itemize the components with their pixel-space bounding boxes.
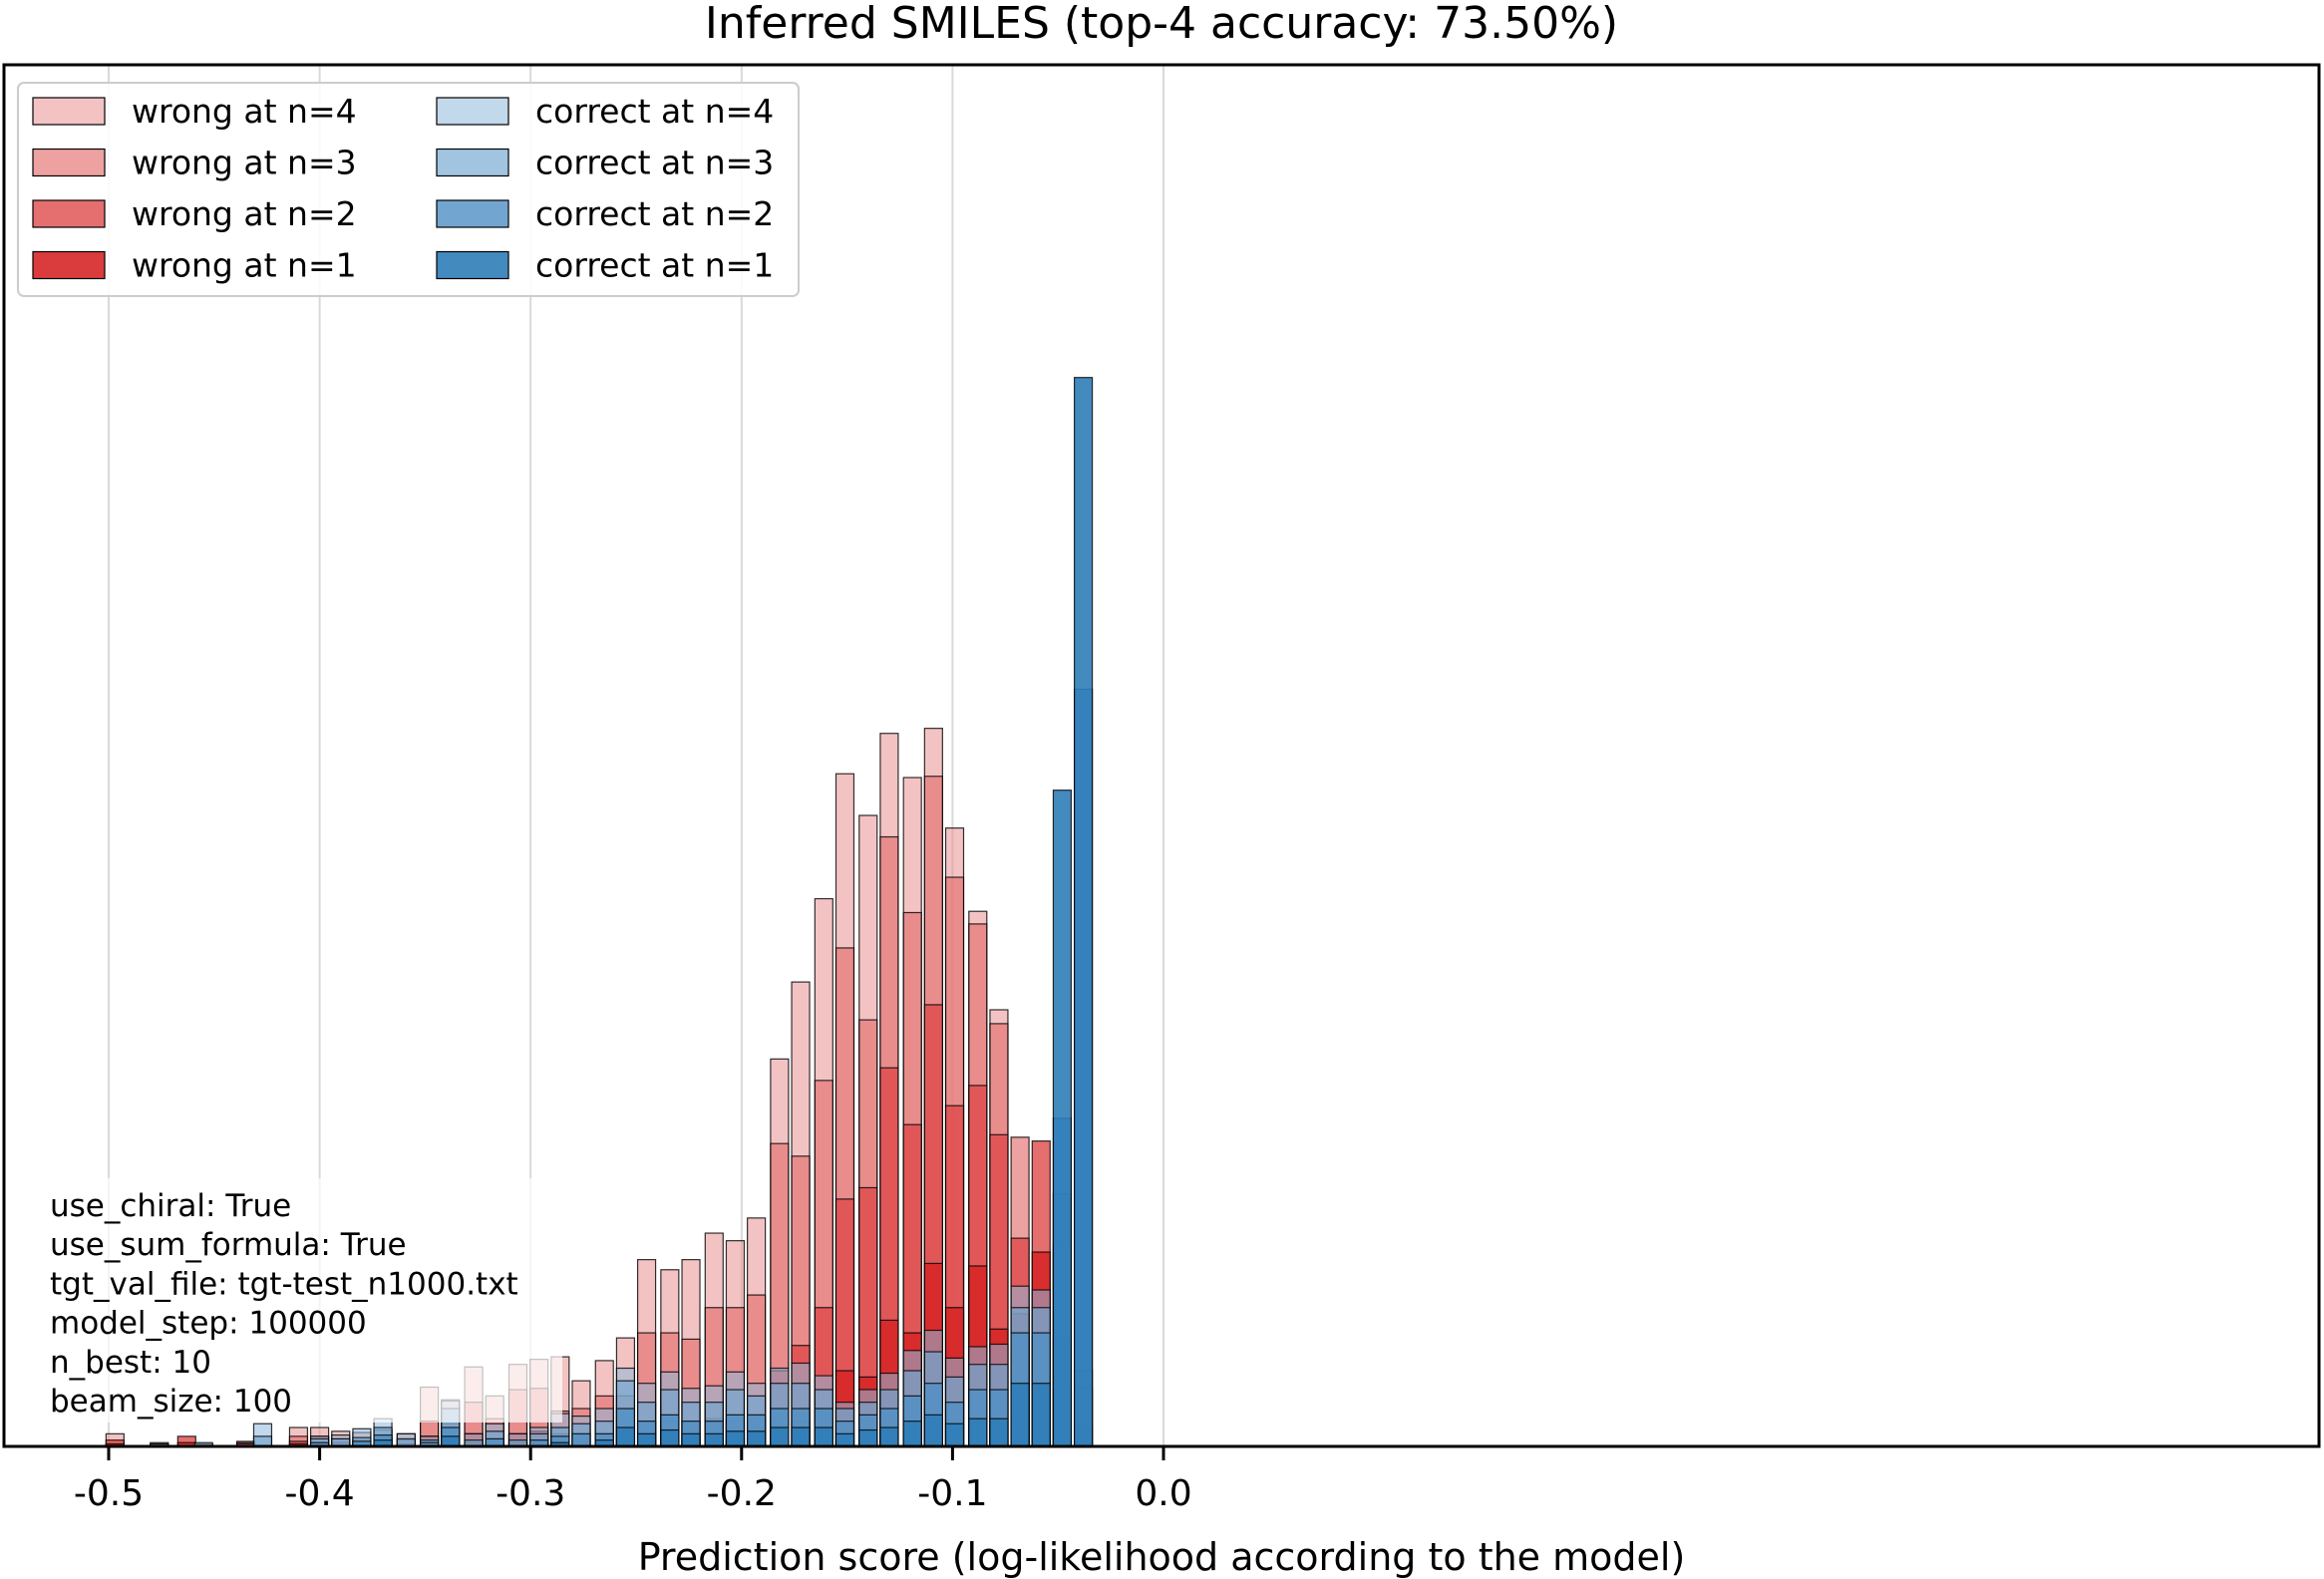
bar-correct-n1-11 <box>770 1426 790 1447</box>
annotation-line-3: model_step: 100000 <box>50 1306 367 1342</box>
x-axis-label: Prediction score (log-likelihood accordi… <box>638 1535 1686 1579</box>
bar-correct-n1-19 <box>944 1422 965 1447</box>
bar-correct-n1-16 <box>879 1426 899 1447</box>
annotation-line-5: beam_size: 100 <box>50 1384 292 1420</box>
legend-label-wrong-n4: wrong at n=4 <box>132 92 357 131</box>
legend-label-correct-n3: correct at n=3 <box>535 144 774 182</box>
bar-correct-n3-0 <box>252 1435 273 1447</box>
bar-correct-n1-18 <box>923 1414 943 1447</box>
legend-label-correct-n2: correct at n=2 <box>535 194 774 233</box>
legend-swatch-wrong-n1 <box>32 250 106 280</box>
bar-correct-n1-13 <box>814 1426 833 1447</box>
bar-correct-n1-9 <box>725 1430 746 1447</box>
x-tick-label-1: -0.4 <box>284 1473 354 1514</box>
legend-label-correct-n1: correct at n=1 <box>535 246 774 285</box>
annotation-line-1: use_sum_formula: True <box>50 1227 407 1263</box>
legend-swatch-correct-n4 <box>436 97 509 126</box>
legend-label-wrong-n1: wrong at n=1 <box>132 246 357 285</box>
bar-correct-n1-4 <box>615 1426 636 1447</box>
bar-correct-n1-5 <box>636 1432 657 1447</box>
annotation-line-2: tgt_val_file: tgt-test_n1000.txt <box>50 1266 518 1302</box>
legend-label-wrong-n2: wrong at n=2 <box>132 194 357 233</box>
bar-correct-n1-23 <box>1031 1383 1051 1447</box>
x-tick-label-3: -0.2 <box>707 1473 777 1514</box>
legend: wrong at n=4 wrong at n=3 wrong at n=2 wron… <box>17 82 800 297</box>
chart-title: Inferred SMILES (top-4 accuracy: 73.50%) <box>705 0 1618 49</box>
bar-correct-n1-8 <box>704 1432 724 1447</box>
bar-correct-n1-24 <box>1052 790 1073 1447</box>
x-tick-label-0: -0.5 <box>74 1473 144 1514</box>
legend-swatch-correct-n1 <box>436 250 509 280</box>
bar-correct-n1-12 <box>791 1426 811 1447</box>
x-tick-label-2: -0.3 <box>496 1473 565 1514</box>
bar-correct-n1-6 <box>660 1428 680 1447</box>
bar-correct-n1-25 <box>1073 377 1094 1447</box>
annotation-line-4: n_best: 10 <box>50 1345 211 1381</box>
bar-correct-n1-17 <box>902 1421 922 1447</box>
legend-swatch-correct-n3 <box>436 148 509 177</box>
bar-correct-n1-15 <box>858 1428 878 1447</box>
bar-correct-n1-20 <box>968 1418 988 1447</box>
legend-label-wrong-n3: wrong at n=3 <box>132 144 357 182</box>
annotation-background <box>44 1178 562 1422</box>
bar-correct-n2-8 <box>571 1432 591 1447</box>
plot-area-frame <box>2 63 2321 1448</box>
bar-correct-n1-21 <box>989 1418 1009 1447</box>
annotation-line-0: use_chiral: True <box>50 1188 291 1224</box>
bar-correct-n1-10 <box>747 1430 767 1447</box>
x-tick-label-5: 0.0 <box>1135 1473 1191 1514</box>
legend-swatch-wrong-n2 <box>32 199 106 228</box>
x-tick-label-4: -0.1 <box>917 1473 987 1514</box>
legend-swatch-correct-n2 <box>436 199 509 228</box>
bar-correct-n1-22 <box>1010 1383 1030 1447</box>
legend-label-correct-n4: correct at n=4 <box>535 92 774 131</box>
bar-correct-n1-14 <box>834 1432 855 1447</box>
x-axis-ticks: -0.5 -0.4 -0.3 -0.2 -0.1 0.0 <box>74 1446 1192 1514</box>
bar-correct-n1-7 <box>681 1432 701 1447</box>
bar-correct-n1-1 <box>441 1435 461 1447</box>
legend-swatch-wrong-n3 <box>32 148 106 177</box>
legend-swatch-wrong-n4 <box>32 97 106 126</box>
legend-frame <box>17 82 800 297</box>
